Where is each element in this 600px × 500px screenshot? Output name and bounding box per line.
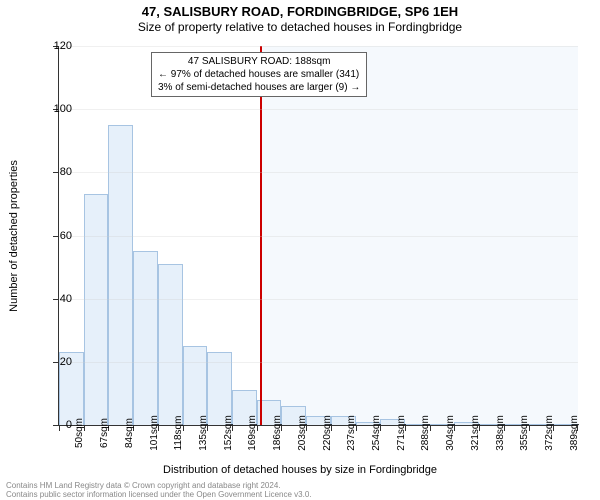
x-tick-label: 271sqm xyxy=(396,415,407,451)
x-tick-label: 50sqm xyxy=(74,418,85,448)
x-tick-label: 304sqm xyxy=(445,415,456,451)
y-tick-label: 80 xyxy=(42,166,72,178)
footer-line1: Contains HM Land Registry data © Crown c… xyxy=(6,481,312,491)
histogram-bar xyxy=(207,352,232,425)
y-tick-label: 20 xyxy=(42,356,72,368)
grid-line xyxy=(59,172,578,173)
annotation-line1: 47 SALISBURY ROAD: 188sqm xyxy=(158,55,360,68)
x-tick-label: 254sqm xyxy=(371,415,382,451)
x-tick-label: 203sqm xyxy=(297,415,308,451)
x-tick-label: 220sqm xyxy=(322,415,333,451)
y-tick-label: 100 xyxy=(42,103,72,115)
histogram-bar xyxy=(108,125,133,425)
x-tick-label: 338sqm xyxy=(495,415,506,451)
x-tick-label: 152sqm xyxy=(223,415,234,451)
histogram-bar xyxy=(133,251,158,425)
x-tick-label: 372sqm xyxy=(544,415,555,451)
x-tick-label: 389sqm xyxy=(569,415,580,451)
annotation-box: 47 SALISBURY ROAD: 188sqm ← 97% of detac… xyxy=(151,52,367,97)
x-axis-title: Distribution of detached houses by size … xyxy=(0,464,600,476)
x-tick-label: 355sqm xyxy=(519,415,530,451)
x-tick-label: 237sqm xyxy=(346,415,357,451)
y-axis-title: Number of detached properties xyxy=(8,160,20,312)
grid-line xyxy=(59,46,578,47)
annotation-line3: 3% of semi-detached houses are larger (9… xyxy=(158,81,360,94)
x-tick-label: 118sqm xyxy=(173,416,184,451)
x-tick-label: 101sqm xyxy=(149,415,160,451)
footer-line2: Contains public sector information licen… xyxy=(6,490,312,500)
chart-subtitle: Size of property relative to detached ho… xyxy=(0,19,600,34)
x-tick-label: 67sqm xyxy=(99,418,110,448)
footer-attribution: Contains HM Land Registry data © Crown c… xyxy=(6,481,312,500)
annotation-line2: ← 97% of detached houses are smaller (34… xyxy=(158,68,360,81)
histogram-bar xyxy=(84,194,109,425)
grid-line xyxy=(59,362,578,363)
y-tick-label: 60 xyxy=(42,230,72,242)
x-tick-label: 288sqm xyxy=(420,415,431,451)
y-tick-label: 40 xyxy=(42,293,72,305)
grid-line xyxy=(59,109,578,110)
x-tick-label: 186sqm xyxy=(272,415,283,451)
histogram-bar xyxy=(183,346,208,425)
grid-line xyxy=(59,236,578,237)
plot-area: 47 SALISBURY ROAD: 188sqm ← 97% of detac… xyxy=(58,46,578,426)
chart-container: 47, SALISBURY ROAD, FORDINGBRIDGE, SP6 1… xyxy=(0,0,600,500)
y-tick-label: 120 xyxy=(42,40,72,52)
x-tick-label: 321sqm xyxy=(470,415,481,451)
histogram-bar xyxy=(158,264,183,425)
chart-title: 47, SALISBURY ROAD, FORDINGBRIDGE, SP6 1… xyxy=(0,0,600,19)
x-tick-label: 135sqm xyxy=(198,415,209,451)
y-tick-label: 0 xyxy=(42,419,72,431)
x-tick-label: 169sqm xyxy=(247,415,258,451)
x-tick-label: 84sqm xyxy=(124,418,135,448)
grid-line xyxy=(59,299,578,300)
